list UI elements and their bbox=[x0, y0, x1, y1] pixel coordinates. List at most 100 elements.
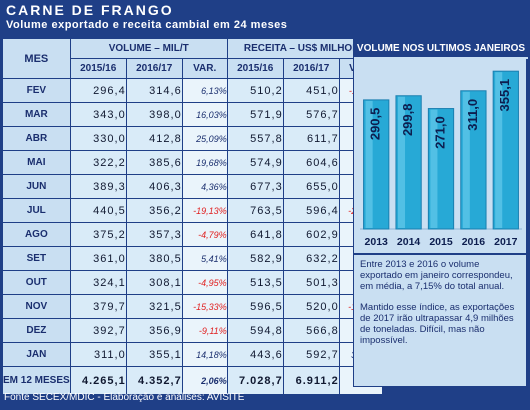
page-title: CARNE DE FRANGO bbox=[6, 2, 174, 18]
volume-header: VOLUME – MIL/T bbox=[69, 38, 228, 59]
chart-title: VOLUME NOS ULTIMOS JANEIROS bbox=[354, 39, 528, 59]
volume-2015-16-cell: 375,2 bbox=[69, 222, 127, 247]
bar-highlight-2015 bbox=[430, 109, 438, 228]
month-cell: SET bbox=[2, 246, 71, 271]
receita-2015-16-cell: 513,5 bbox=[226, 270, 284, 295]
receita-2015-16-cell: 443,6 bbox=[226, 342, 284, 367]
subheader-receita-2016-17: 2016/17 bbox=[282, 58, 340, 79]
receita-2016-17-cell: 451,0 bbox=[282, 78, 340, 103]
receita-2015-16-cell: 7.028,7 bbox=[226, 366, 284, 395]
x-tick-label-2013: 2013 bbox=[365, 236, 389, 248]
volume-2015-16-cell: 361,0 bbox=[69, 246, 127, 271]
bar-highlight-2013 bbox=[365, 100, 373, 228]
volume-2016-17-cell: 380,5 bbox=[125, 246, 183, 271]
volume-2016-17-cell: 398,0 bbox=[125, 102, 183, 127]
volume-2015-16-cell: 330,0 bbox=[69, 126, 127, 151]
bar-highlight-2014 bbox=[397, 96, 406, 228]
receita-header: RECEITA – US$ MILHOES bbox=[226, 38, 383, 59]
month-header: MES bbox=[2, 38, 71, 79]
receita-2015-16-cell: 571,9 bbox=[226, 102, 284, 127]
subheader-volume-2015-16: 2015/16 bbox=[69, 58, 127, 79]
x-tick-label-2016: 2016 bbox=[462, 236, 486, 248]
receita-2016-17-cell: 592,7 bbox=[282, 342, 340, 367]
volume-2015-16-cell: 379,7 bbox=[69, 294, 127, 319]
month-cell: JAN bbox=[2, 342, 71, 367]
volume-2015-16-cell: 296,4 bbox=[69, 78, 127, 103]
receita-2016-17-cell: 602,9 bbox=[282, 222, 340, 247]
receita-2015-16-cell: 510,2 bbox=[226, 78, 284, 103]
volume-2015-16-cell: 343,0 bbox=[69, 102, 127, 127]
bar-value-label-2013: 290,5 bbox=[368, 108, 383, 141]
footer-source: Fonte SECEX/MDIC - Elaboração e análises… bbox=[4, 392, 245, 403]
note-paragraph-1: Entre 2013 e 2016 o volume exportado em … bbox=[360, 259, 513, 292]
volume-var-cell: -19,13% bbox=[181, 198, 228, 223]
volume-2016-17-cell: 385,6 bbox=[125, 150, 183, 175]
receita-2015-16-cell: 582,9 bbox=[226, 246, 284, 271]
month-cell: OUT bbox=[2, 270, 71, 295]
volume-2015-16-cell: 322,2 bbox=[69, 150, 127, 175]
month-cell: NOV bbox=[2, 294, 71, 319]
receita-2016-17-cell: 520,0 bbox=[282, 294, 340, 319]
volume-2016-17-cell: 314,6 bbox=[125, 78, 183, 103]
volume-var-cell: 25,09% bbox=[181, 126, 228, 151]
receita-2015-16-cell: 557,8 bbox=[226, 126, 284, 151]
page-subtitle: Volume exportado e receita cambial em 24… bbox=[6, 19, 288, 31]
bar-value-label-2014: 299,8 bbox=[400, 103, 415, 136]
volume-var-cell: 5,41% bbox=[181, 246, 228, 271]
bar-value-label-2017: 355,1 bbox=[497, 79, 512, 112]
x-tick-label-2014: 2014 bbox=[397, 236, 421, 248]
receita-2015-16-cell: 574,9 bbox=[226, 150, 284, 175]
volume-2016-17-cell: 357,3 bbox=[125, 222, 183, 247]
volume-var-cell: 4,36% bbox=[181, 174, 228, 199]
receita-2016-17-cell: 632,2 bbox=[282, 246, 340, 271]
chart-panel: VOLUME NOS ULTIMOS JANEIROS 290,5 2013 299… bbox=[353, 38, 528, 254]
volume-2016-17-cell: 308,1 bbox=[125, 270, 183, 295]
month-cell: MAR bbox=[2, 102, 71, 127]
bar-highlight-2016 bbox=[462, 91, 470, 229]
volume-var-cell: 19,68% bbox=[181, 150, 228, 175]
volume-2016-17-cell: 406,3 bbox=[125, 174, 183, 199]
volume-var-cell: 2,06% bbox=[181, 366, 228, 395]
bar-value-label-2015: 271,0 bbox=[432, 116, 447, 149]
table-body: FEV296,4314,66,13%510,2451,0-11,62%MAR34… bbox=[2, 78, 383, 395]
volume-2016-17-cell: 355,1 bbox=[125, 342, 183, 367]
x-tick-label-2015: 2015 bbox=[429, 236, 453, 248]
receita-2016-17-cell: 6.911,2 bbox=[282, 366, 340, 395]
subheader-volume-2016-17: 2016/17 bbox=[125, 58, 183, 79]
receita-2015-16-cell: 594,8 bbox=[226, 318, 284, 343]
subheader-receita-2015-16: 2015/16 bbox=[226, 58, 284, 79]
receita-2016-17-cell: 501,3 bbox=[282, 270, 340, 295]
receita-2016-17-cell: 576,7 bbox=[282, 102, 340, 127]
volume-2016-17-cell: 4.352,7 bbox=[125, 366, 183, 395]
volume-2016-17-cell: 356,9 bbox=[125, 318, 183, 343]
month-cell: AGO bbox=[2, 222, 71, 247]
volume-2015-16-cell: 324,1 bbox=[69, 270, 127, 295]
volume-var-cell: -15,33% bbox=[181, 294, 228, 319]
month-cell: DEZ bbox=[2, 318, 71, 343]
volume-2016-17-cell: 356,2 bbox=[125, 198, 183, 223]
volume-var-cell: -9,11% bbox=[181, 318, 228, 343]
header: CARNE DE FRANGO Volume exportado e recei… bbox=[0, 0, 530, 37]
volume-2015-16-cell: 440,5 bbox=[69, 198, 127, 223]
volume-var-cell: 6,13% bbox=[181, 78, 228, 103]
receita-2016-17-cell: 566,8 bbox=[282, 318, 340, 343]
receita-2015-16-cell: 677,3 bbox=[226, 174, 284, 199]
volume-2016-17-cell: 412,8 bbox=[125, 126, 183, 151]
month-cell: MAI bbox=[2, 150, 71, 175]
volume-2015-16-cell: 4.265,1 bbox=[69, 366, 127, 395]
receita-2016-17-cell: 604,6 bbox=[282, 150, 340, 175]
volume-var-cell: 16,03% bbox=[181, 102, 228, 127]
subheader-volume-var: VAR. bbox=[181, 58, 228, 79]
month-cell: EM 12 MESES bbox=[2, 366, 71, 395]
volume-2015-16-cell: 392,7 bbox=[69, 318, 127, 343]
